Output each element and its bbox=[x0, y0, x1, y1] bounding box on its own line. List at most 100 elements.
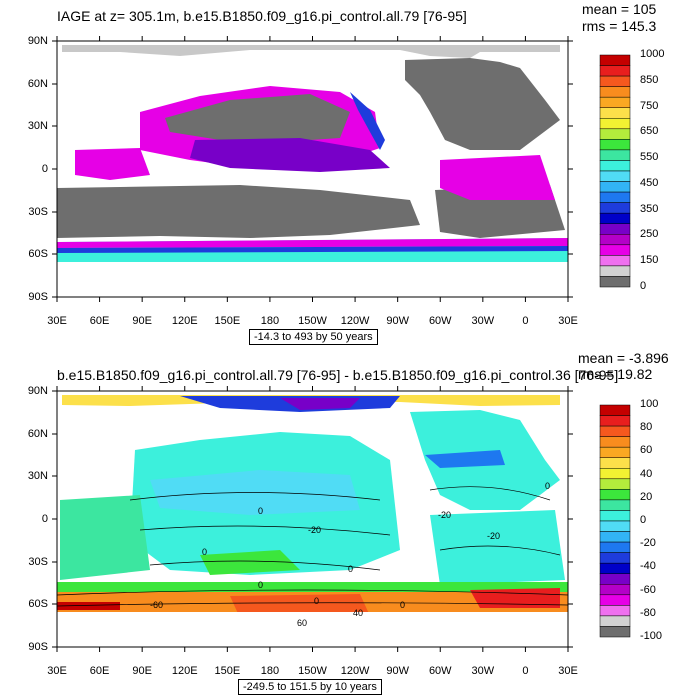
lon-label: 60W bbox=[428, 315, 452, 327]
lon-label: 90W bbox=[386, 665, 409, 677]
contour-label: 40 bbox=[353, 608, 363, 618]
colorbar-swatch bbox=[599, 170, 631, 182]
contour-label: 0 bbox=[545, 481, 550, 491]
lon-label: 0 bbox=[522, 665, 529, 677]
lon-label: 90W bbox=[386, 315, 409, 327]
lon-label: 120W bbox=[340, 665, 370, 677]
lat-label: 90S bbox=[28, 291, 48, 303]
colorbar-swatch bbox=[599, 425, 631, 437]
colorbar-swatch bbox=[599, 457, 631, 469]
colorbar-swatch bbox=[599, 234, 631, 246]
colorbar-swatch bbox=[599, 468, 631, 480]
lat-label: 60S bbox=[28, 598, 48, 610]
atlantic-north-region bbox=[405, 58, 560, 150]
lon-label: 90E bbox=[132, 665, 152, 677]
contour-label: 0 bbox=[258, 506, 263, 516]
mean-stat: mean = 105 bbox=[582, 1, 657, 17]
contour-label: 0 bbox=[348, 564, 353, 574]
colorbar-swatch bbox=[599, 436, 631, 448]
pacific-equatorial-band bbox=[190, 138, 390, 172]
lat-label: 60N bbox=[27, 428, 48, 440]
colorbar-swatch bbox=[599, 54, 631, 66]
map-title: IAGE at z= 305.1m, b.e15.B1850.f09_g16.p… bbox=[57, 8, 467, 24]
lon-label: 120E bbox=[171, 315, 198, 327]
lon-label: 60E bbox=[89, 665, 110, 677]
lon-label: 150E bbox=[214, 315, 241, 327]
colorbar-swatch bbox=[599, 212, 631, 224]
colorbar-label: 650 bbox=[640, 125, 659, 138]
colorbar-label: -40 bbox=[640, 560, 656, 573]
indian-ocean-region bbox=[75, 148, 150, 180]
lon-label: 30E bbox=[47, 665, 67, 677]
colorbar-swatch bbox=[599, 510, 631, 522]
lat-label: 90N bbox=[27, 385, 48, 397]
mean-stat: mean = -3.896 bbox=[578, 350, 669, 366]
lon-label: 0 bbox=[522, 315, 529, 327]
colorbar-label: 80 bbox=[640, 421, 653, 434]
colorbar-label: 250 bbox=[640, 228, 659, 241]
colorbar-label: 0 bbox=[640, 514, 647, 526]
colorbar-swatch bbox=[599, 75, 631, 87]
colorbar-swatch bbox=[599, 86, 631, 98]
southern-gyres-region bbox=[57, 185, 420, 238]
lat-label: 90N bbox=[27, 35, 48, 47]
colorbar-label: 450 bbox=[640, 176, 659, 189]
colorbar-swatch bbox=[599, 255, 631, 267]
colorbar-swatch bbox=[599, 160, 631, 172]
map-plot bbox=[52, 36, 631, 302]
lon-label: 30E bbox=[47, 315, 67, 327]
lon-label: 90E bbox=[132, 315, 152, 327]
lat-label: 90S bbox=[28, 641, 48, 653]
colorbar-label: 550 bbox=[640, 151, 659, 164]
colorbar-swatch bbox=[599, 265, 631, 277]
lat-label: 0 bbox=[41, 163, 48, 175]
contour-range-box: -249.5 to 151.5 by 10 years bbox=[238, 679, 382, 695]
indian-ocean-region bbox=[60, 495, 150, 580]
lon-label: 150E bbox=[214, 665, 241, 677]
colorbar-swatch bbox=[599, 223, 631, 235]
colorbar-swatch bbox=[599, 520, 631, 532]
colorbar-swatch bbox=[599, 626, 631, 638]
lat-label: 30S bbox=[28, 206, 48, 218]
colorbar-swatch bbox=[599, 478, 631, 490]
lon-label: 60E bbox=[89, 315, 110, 327]
contour-range-box: -14.3 to 493 by 50 years bbox=[249, 329, 378, 345]
colorbar-label: 20 bbox=[640, 490, 653, 503]
colorbar-swatch bbox=[599, 562, 631, 574]
colorbar-swatch bbox=[599, 149, 631, 161]
lon-label: 150W bbox=[298, 665, 327, 677]
contour-label: -20 bbox=[308, 525, 321, 535]
colorbar-label: 40 bbox=[640, 467, 653, 480]
colorbar-swatch bbox=[599, 446, 631, 458]
map-panel-difference: b.e15.B1850.f09_g16.pi_control.all.79 [7… bbox=[0, 350, 700, 700]
colorbar-swatch bbox=[599, 276, 631, 288]
colorbar-label: 750 bbox=[640, 99, 659, 112]
south-atlantic-region bbox=[430, 510, 565, 585]
colorbar-swatch bbox=[599, 181, 631, 193]
contour-label: 60 bbox=[297, 618, 307, 628]
pacific-north-core bbox=[165, 94, 350, 142]
colorbar-swatch bbox=[599, 118, 631, 130]
colorbar-label: 850 bbox=[640, 73, 659, 86]
map-title: b.e15.B1850.f09_g16.pi_control.all.79 [7… bbox=[57, 367, 619, 383]
colorbar-swatch bbox=[599, 128, 631, 140]
colorbar-label: -60 bbox=[640, 583, 656, 596]
colorbar-label: 150 bbox=[640, 254, 659, 267]
colorbar-label: -20 bbox=[640, 537, 656, 550]
contour-label: 0 bbox=[314, 596, 319, 606]
lat-label: 0 bbox=[41, 513, 48, 525]
map-panel-iage: IAGE at z= 305.1m, b.e15.B1850.f09_g16.p… bbox=[27, 1, 664, 345]
rms-stat: rms = 145.3 bbox=[582, 18, 657, 34]
lon-label: 30W bbox=[471, 315, 495, 327]
colorbar-swatch bbox=[599, 499, 631, 511]
colorbar-swatch bbox=[599, 489, 631, 501]
lon-label: 30E bbox=[558, 315, 578, 327]
lon-label: 180 bbox=[260, 315, 280, 327]
lat-label: 30S bbox=[28, 556, 48, 568]
colorbar-swatch bbox=[599, 584, 631, 596]
lon-label: 180 bbox=[260, 665, 280, 677]
contour-label: 0 bbox=[400, 600, 405, 610]
arctic-region bbox=[62, 45, 560, 58]
colorbar-swatch bbox=[599, 541, 631, 553]
lat-label: 60N bbox=[27, 78, 48, 90]
